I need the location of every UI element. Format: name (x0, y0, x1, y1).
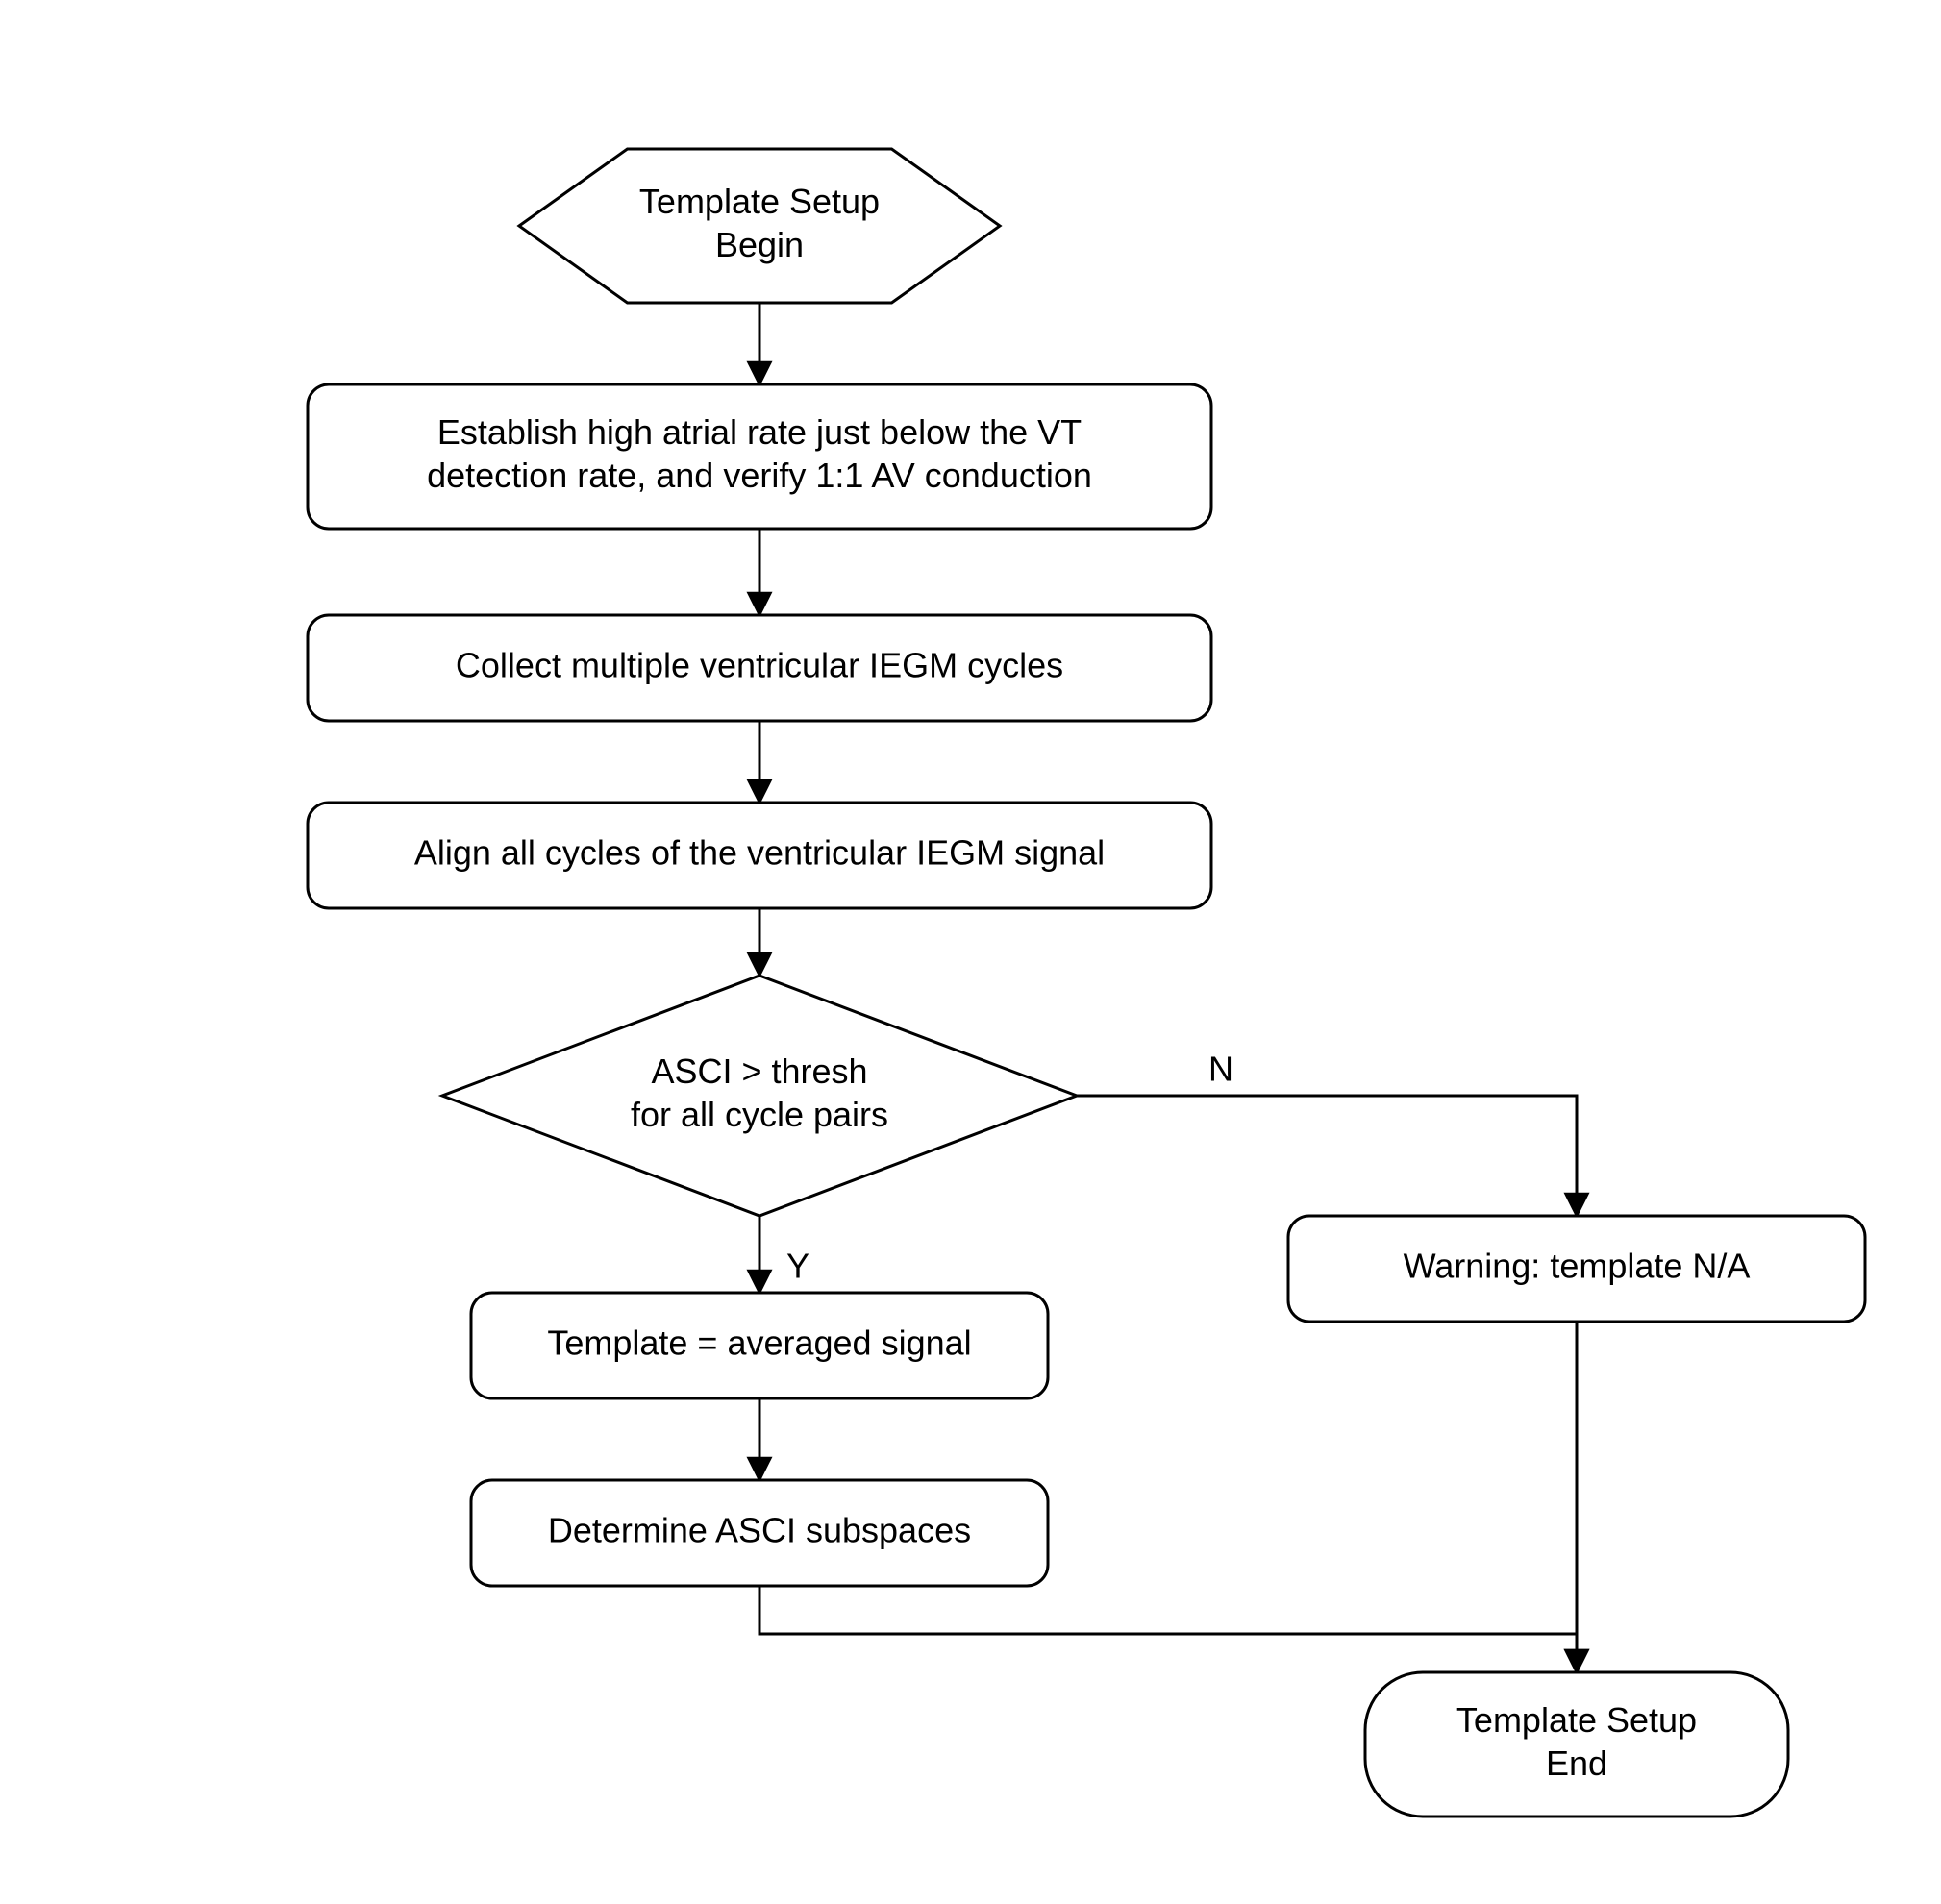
n5: Determine ASCI subspaces (471, 1480, 1048, 1586)
svg-text:detection rate, and verify 1:1: detection rate, and verify 1:1 AV conduc… (427, 456, 1092, 495)
svg-text:Warning: template N/A: Warning: template N/A (1404, 1247, 1751, 1286)
svg-text:Determine ASCI subspaces: Determine ASCI subspaces (548, 1511, 971, 1550)
end: Template SetupEnd (1365, 1672, 1788, 1817)
svg-text:Collect multiple ventricular I: Collect multiple ventricular IEGM cycles (456, 646, 1063, 685)
edge: Y (759, 1216, 809, 1293)
svg-text:Align all cycles of the ventri: Align all cycles of the ventricular IEGM… (414, 833, 1105, 873)
svg-text:Establish high atrial rate jus: Establish high atrial rate just below th… (437, 412, 1082, 452)
svg-text:Begin: Begin (715, 225, 804, 264)
n3: Align all cycles of the ventricular IEGM… (308, 803, 1211, 908)
svg-text:for all cycle pairs: for all cycle pairs (631, 1095, 888, 1134)
edge: N (1077, 1050, 1577, 1216)
dec: ASCI > thresh for all cycle pairs (442, 976, 1077, 1216)
svg-text:N: N (1208, 1050, 1233, 1089)
svg-text:Template Setup: Template Setup (1456, 1700, 1697, 1740)
n2: Collect multiple ventricular IEGM cycles (308, 615, 1211, 721)
n4: Template = averaged signal (471, 1293, 1048, 1398)
svg-text:Template = averaged signal: Template = averaged signal (547, 1323, 971, 1363)
svg-text:End: End (1546, 1743, 1607, 1783)
svg-text:Template Setup: Template Setup (639, 182, 880, 221)
n1: Establish high atrial rate just below th… (308, 384, 1211, 529)
svg-text:Y: Y (786, 1247, 809, 1286)
start: Template Setup Begin (519, 149, 1000, 303)
warn: Warning: template N/A (1288, 1216, 1865, 1322)
svg-text:ASCI > thresh: ASCI > thresh (651, 1051, 867, 1091)
edge (759, 1586, 1577, 1672)
